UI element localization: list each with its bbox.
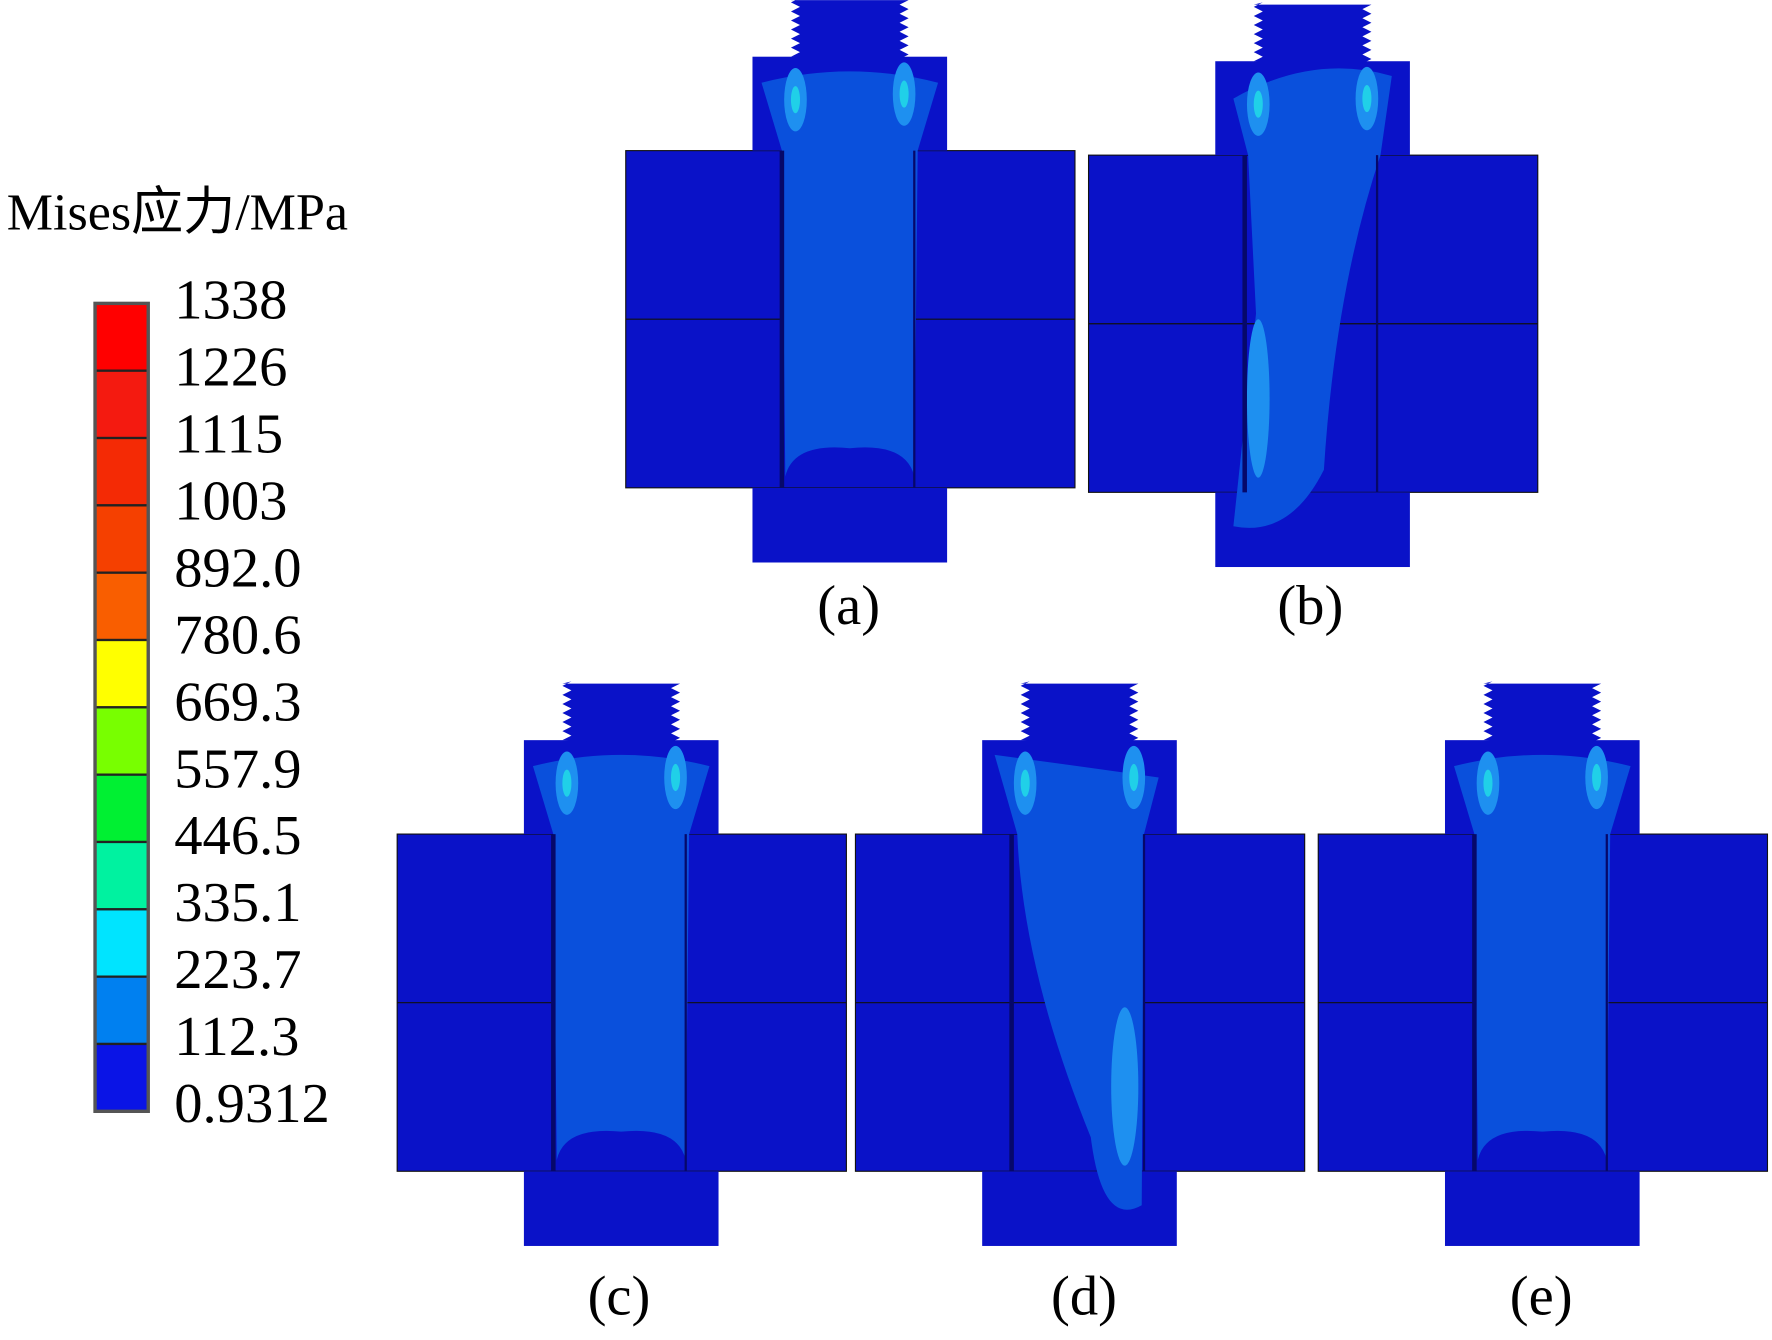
color-band xyxy=(93,975,150,1046)
legend-label: 335.1 xyxy=(174,872,301,934)
bolt-thread xyxy=(790,0,909,64)
bolt-model: (c) xyxy=(396,681,847,1327)
legend-label: 223.7 xyxy=(174,939,301,1001)
nut xyxy=(1444,1171,1640,1246)
bolt-thread xyxy=(1020,681,1139,747)
color-band xyxy=(93,369,150,440)
bolt-model: (e) xyxy=(1317,681,1769,1327)
nut xyxy=(982,1171,1177,1246)
legend-label: 1338 xyxy=(174,270,287,332)
stress-spot xyxy=(1246,319,1270,478)
stress-spot xyxy=(1483,769,1493,797)
legend-label: 0.9312 xyxy=(174,1073,330,1135)
color-band xyxy=(93,840,150,911)
stress-spot xyxy=(790,86,801,114)
panel-label: (c) xyxy=(588,1265,651,1327)
legend-label: 1226 xyxy=(174,337,287,399)
stress-spot xyxy=(1253,90,1263,118)
stress-spot xyxy=(1592,763,1602,792)
stress-spot xyxy=(1129,763,1139,792)
color-band xyxy=(93,773,150,844)
bolt-model: (b) xyxy=(1087,2,1539,637)
panels: (a) (b) (c) (d) (e) xyxy=(396,0,1769,1327)
panel-label: (b) xyxy=(1277,575,1343,637)
stress-field xyxy=(532,754,710,1160)
color-band xyxy=(93,1042,150,1113)
color-band xyxy=(93,908,150,978)
color-band xyxy=(93,436,150,507)
color-band xyxy=(93,638,150,709)
legend-label: 780.6 xyxy=(174,604,301,666)
color-bar-frame xyxy=(93,301,150,1113)
color-band xyxy=(93,302,150,372)
stress-spot xyxy=(1111,1007,1139,1166)
legend-title: Mises应力/MPa xyxy=(7,184,348,241)
stress-field xyxy=(1454,754,1631,1160)
color-bar: 1338122611151003892.0780.6669.3557.9446.… xyxy=(93,270,330,1135)
nut xyxy=(523,1171,719,1246)
nut xyxy=(752,487,948,563)
bolt-thread xyxy=(562,681,681,747)
bolt-thread xyxy=(1483,681,1602,747)
legend-label: 669.3 xyxy=(174,671,301,733)
stress-spot xyxy=(671,763,681,792)
stress-spot xyxy=(1362,84,1372,113)
color-band xyxy=(93,504,150,574)
legend-label: 557.9 xyxy=(174,738,301,800)
legend-label: 892.0 xyxy=(174,537,301,599)
stress-spot xyxy=(1020,769,1030,797)
stress-spot xyxy=(562,769,572,797)
legend-label: 446.5 xyxy=(174,805,301,867)
legend-label: 1115 xyxy=(174,404,283,466)
panel-label: (a) xyxy=(817,575,880,637)
color-band xyxy=(93,571,150,642)
bolt-model: (a) xyxy=(625,0,1076,637)
stress-spot xyxy=(899,80,909,108)
bolt-thread xyxy=(1253,2,1372,69)
legend-label: 1003 xyxy=(174,470,287,532)
bolt-model: (d) xyxy=(854,681,1306,1327)
legend-label: 112.3 xyxy=(174,1006,299,1068)
stress-field xyxy=(1233,68,1392,528)
stress-field xyxy=(761,71,939,477)
color-band xyxy=(93,706,150,776)
panel-label: (e) xyxy=(1510,1265,1573,1327)
panel-label: (d) xyxy=(1051,1265,1117,1327)
